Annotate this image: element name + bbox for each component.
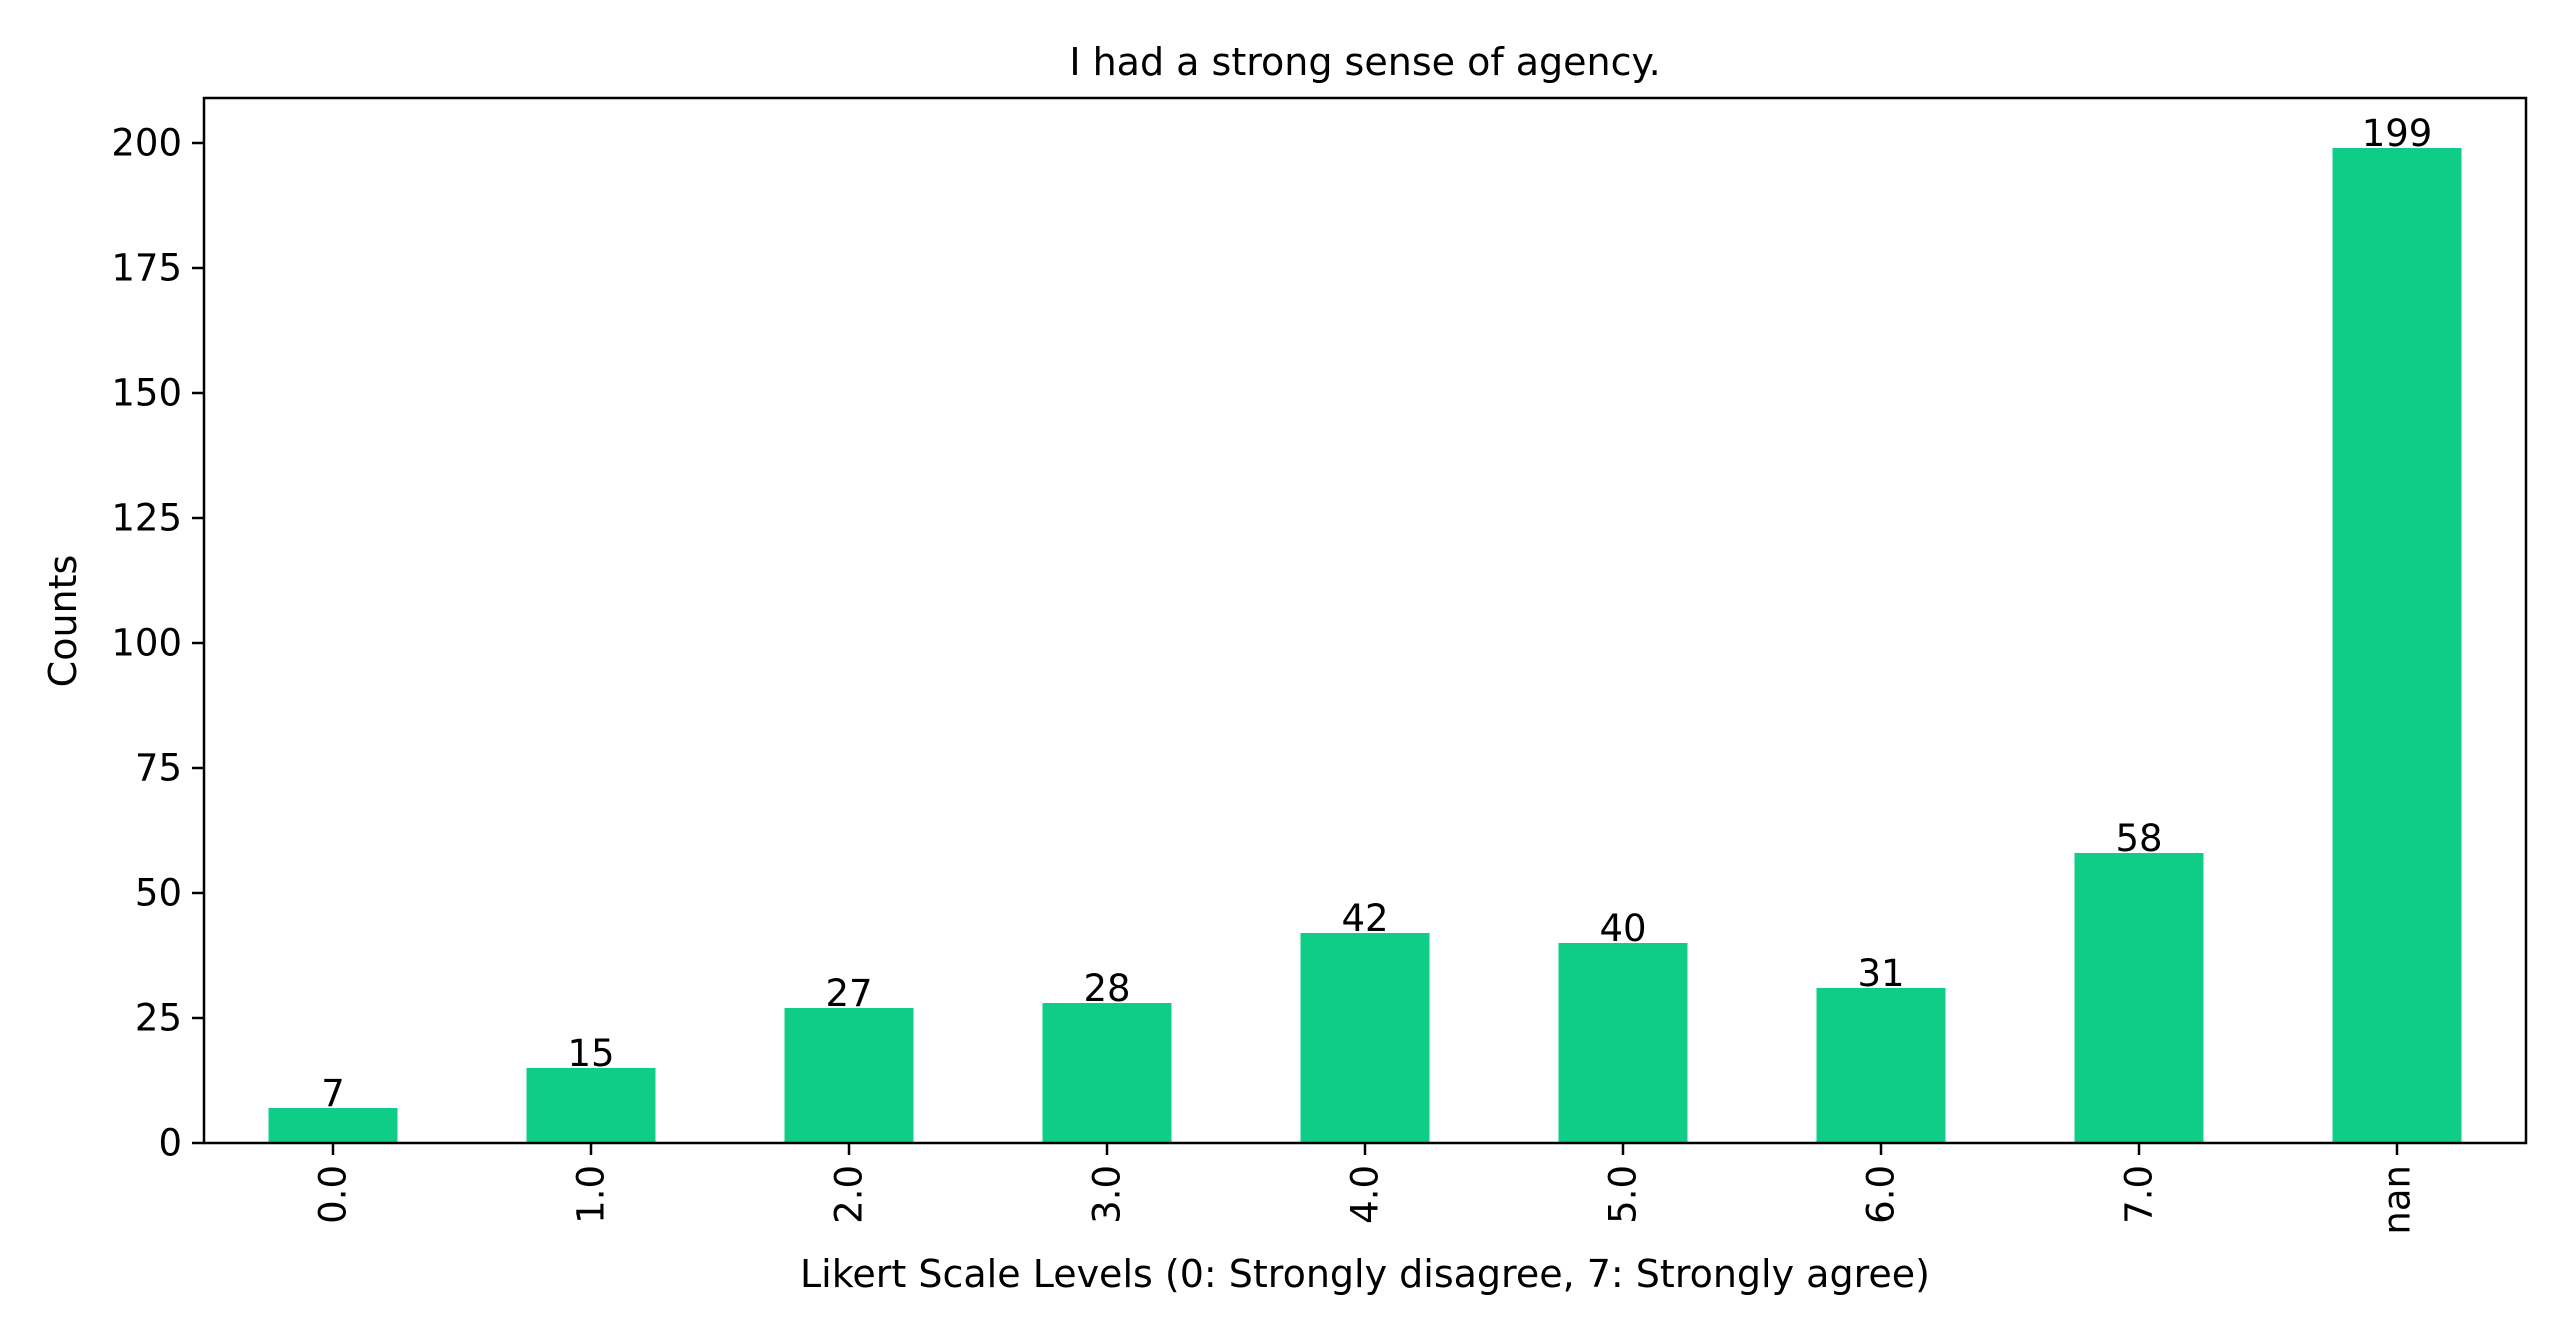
y-tick-label: 150: [111, 372, 182, 415]
bar-value-label: 15: [567, 1032, 614, 1075]
bar-value-label: 31: [1857, 952, 1904, 995]
y-tick-label: 50: [135, 872, 182, 915]
y-axis-ticks: 0 25 50 75 100 125 150 175 200: [111, 122, 204, 1165]
x-tick-label: 1.0: [570, 1165, 613, 1224]
bar-0.0: [268, 1108, 398, 1143]
y-tick-label: 0: [158, 1122, 182, 1165]
y-tick-label: 200: [111, 122, 182, 165]
y-tick-label: 75: [135, 747, 182, 790]
bar-2.0: [784, 1008, 914, 1143]
x-tick-label: 5.0: [1602, 1165, 1645, 1224]
bar-5.0: [1558, 943, 1688, 1143]
bar-value-label: 27: [825, 972, 872, 1015]
bars-layer: [268, 148, 2462, 1143]
x-tick-label: 7.0: [2118, 1165, 2161, 1224]
x-tick-label: 6.0: [1860, 1165, 1903, 1224]
y-tick-label: 100: [111, 622, 182, 665]
y-tick-label: 25: [135, 997, 182, 1040]
y-tick-label: 125: [111, 497, 182, 540]
x-axis-ticks: 0.0 1.0 2.0 3.0 4.0 5.0 6.0 7.0 nan: [312, 1143, 2419, 1235]
x-tick-label: 0.0: [312, 1165, 355, 1224]
bar-nan: [2332, 148, 2462, 1143]
bar-value-label: 58: [2115, 817, 2162, 860]
x-axis-label: Likert Scale Levels (0: Strongly disagre…: [800, 1252, 1930, 1296]
bar-value-label: 28: [1083, 967, 1130, 1010]
bar-7.0: [2074, 853, 2204, 1143]
bar-4.0: [1300, 933, 1430, 1143]
plot-area-frame: [202, 96, 2528, 1145]
chart-title: I had a strong sense of agency.: [1069, 40, 1660, 84]
bar-3.0: [1042, 1003, 1172, 1143]
bar-value-labels: 7 15 27 28 42 40 31 58 199: [321, 112, 2432, 1115]
x-tick-label: 3.0: [1086, 1165, 1129, 1224]
y-axis-label: Counts: [41, 555, 85, 688]
bar-value-label: 40: [1599, 907, 1646, 950]
bar-value-label: 199: [2362, 112, 2433, 155]
bar-1.0: [526, 1068, 656, 1143]
y-tick-label: 175: [111, 247, 182, 290]
bar-6.0: [1816, 988, 1946, 1143]
bar-value-label: 7: [321, 1072, 345, 1115]
x-tick-label: 4.0: [1344, 1165, 1387, 1224]
x-tick-label: 2.0: [828, 1165, 871, 1224]
x-tick-label: nan: [2376, 1165, 2419, 1235]
bar-value-label: 42: [1341, 897, 1388, 940]
